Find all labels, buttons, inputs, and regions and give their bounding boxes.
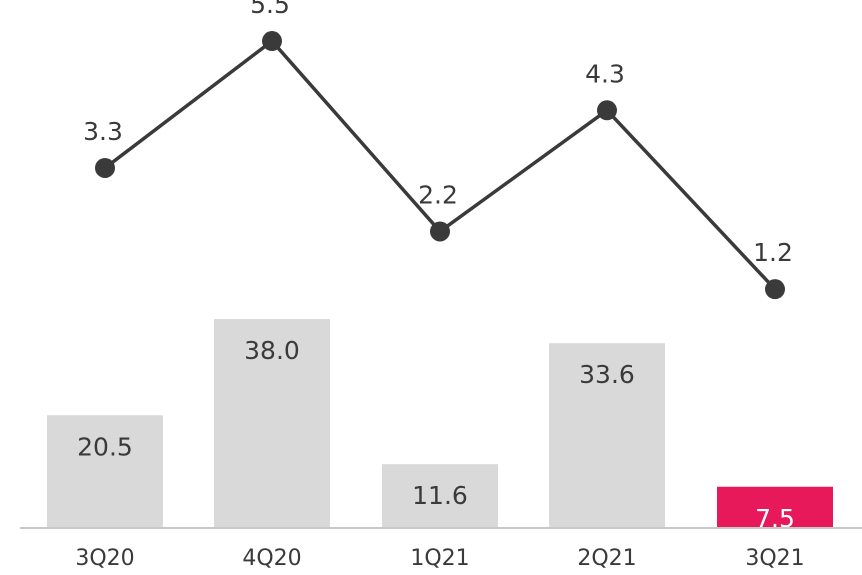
bar (382, 464, 498, 528)
line-data-label: 5.5 (250, 0, 290, 19)
x-axis-ticks: 3Q20 4Q20 1Q21 2Q21 3Q21 (75, 546, 804, 571)
line-point (597, 100, 617, 121)
line-data-label: 2.2 (418, 180, 458, 209)
line-chart: 3.3 5.5 2.2 4.3 1.2 (83, 0, 793, 300)
bar-data-label: 11.6 (412, 481, 468, 510)
line-point (262, 31, 282, 52)
bar (214, 319, 330, 528)
line-data-label: 4.3 (585, 59, 625, 88)
line-point (430, 221, 450, 242)
line-series (103, 39, 777, 291)
line-point (95, 157, 115, 178)
bar-data-label: 33.6 (579, 360, 635, 389)
line-data-label: 1.2 (753, 238, 793, 267)
bar-chart: 20.538.011.633.67.5 (47, 319, 833, 533)
bar-data-label: 20.5 (77, 432, 133, 461)
x-tick-label: 4Q20 (242, 546, 301, 571)
x-tick-label: 1Q21 (410, 546, 469, 571)
bar (47, 415, 163, 528)
line-data-label: 3.3 (83, 117, 123, 146)
bar-highlight (717, 486, 833, 528)
line-point (765, 279, 785, 300)
x-tick-label: 2Q21 (577, 546, 636, 571)
bar (549, 343, 665, 528)
x-tick-label: 3Q21 (745, 546, 804, 571)
bar-data-label: 38.0 (244, 336, 300, 365)
x-tick-label: 3Q20 (75, 546, 134, 571)
